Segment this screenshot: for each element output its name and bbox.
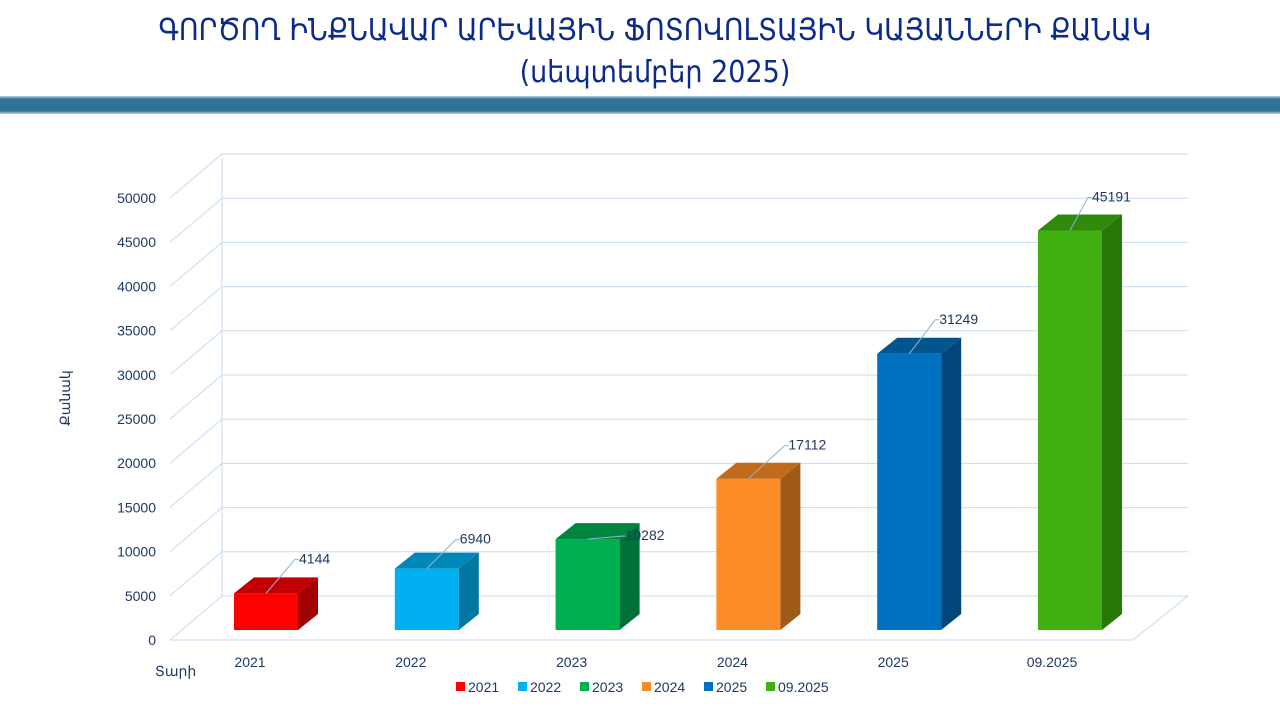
y-axis-label: Քանակ: [57, 370, 73, 426]
bar-top: [1038, 214, 1122, 231]
gridline: [169, 507, 1188, 552]
y-tick-label: 15000: [117, 499, 156, 515]
leader-line: [587, 535, 626, 540]
legend-swatch: [704, 682, 713, 691]
y-tick-label: 20000: [117, 455, 156, 471]
gridline: [169, 462, 1188, 508]
bar-side: [619, 523, 640, 630]
data-label: 45191: [1092, 189, 1131, 205]
data-label: 6940: [460, 531, 491, 547]
gridline: [169, 197, 1188, 243]
y-tick-label: 35000: [117, 323, 156, 339]
gridline: [169, 286, 1188, 331]
legend-swatch: [580, 682, 589, 691]
gridline: [169, 374, 1188, 420]
bar-front: [394, 568, 459, 630]
legend-entry: 2024: [654, 679, 685, 695]
bar-side: [941, 337, 962, 630]
bar-front: [877, 353, 942, 630]
x-tick-label: 2023: [556, 654, 587, 670]
gridline: [169, 153, 1188, 199]
bar-top: [716, 462, 801, 479]
y-tick-label: 50000: [117, 190, 156, 206]
leader-line: [265, 558, 299, 594]
y-tick-label: 25000: [117, 411, 156, 427]
leader-line: [908, 319, 940, 355]
bar-top: [234, 577, 318, 594]
data-label: 31249: [939, 311, 978, 327]
legend-entry: 2023: [592, 679, 623, 695]
data-label: 4144: [299, 550, 330, 566]
bar-top: [394, 552, 479, 569]
gridline: [169, 418, 1188, 464]
gridline: [169, 595, 1188, 641]
legend-entry: 2025: [716, 679, 747, 695]
data-label: 17112: [788, 437, 826, 453]
legend-entry: 2021: [468, 679, 499, 695]
bar-front: [234, 593, 298, 630]
header-band: [0, 96, 1280, 114]
legend-swatch: [456, 682, 465, 691]
legend-entry: 2022: [530, 679, 561, 695]
y-tick-label: 10000: [117, 544, 156, 560]
bar-side: [780, 462, 801, 630]
legend-swatch: [642, 682, 651, 691]
bar-front: [1038, 230, 1102, 630]
gridline: [169, 241, 1188, 287]
title-line-2: (սեպտեմբեր 2025): [519, 55, 791, 90]
x-tick-label: 09.2025: [1027, 654, 1078, 670]
chart-title: ԳՈՐԾՈՂ ԻՆՔՆԱՎԱՐ ԱՐԵՎԱՅԻՆ ՖՈՏՈՎՈԼՏԱՅԻՆ ԿԱ…: [66, 10, 1245, 94]
bar-side: [458, 552, 479, 630]
leader-line: [748, 445, 789, 480]
bar-side: [1102, 214, 1122, 630]
y-tick-label: 5000: [125, 588, 156, 604]
data-label: 10282: [626, 527, 665, 543]
legend-entry: 09.2025: [778, 679, 829, 695]
y-tick-label: 0: [148, 632, 156, 648]
x-tick-label: 2022: [395, 654, 426, 670]
bar-top: [555, 523, 640, 540]
legend-swatch: [766, 682, 775, 691]
leader-line: [426, 539, 460, 570]
x-tick-label: 2024: [717, 654, 748, 670]
x-tick-label: 2021: [234, 654, 265, 670]
title-line-1: ԳՈՐԾՈՂ ԻՆՔՆԱՎԱՐ ԱՐԵՎԱՅԻՆ ՖՈՏՈՎՈԼՏԱՅԻՆ ԿԱ…: [158, 13, 1152, 48]
y-tick-label: 45000: [117, 234, 156, 250]
gridline: [169, 330, 1188, 376]
floor-line: [170, 595, 1189, 641]
bar-side: [298, 577, 318, 630]
y-tick-label: 30000: [117, 367, 156, 383]
legend-swatch: [518, 682, 527, 691]
x-tick-label: 2025: [878, 654, 909, 670]
bar-top: [877, 337, 962, 354]
leader-line: [1069, 197, 1092, 231]
bar-front: [555, 539, 620, 630]
y-tick-label: 40000: [117, 278, 156, 294]
bar-front: [716, 478, 781, 630]
x-axis-label: Տարի: [155, 663, 196, 679]
